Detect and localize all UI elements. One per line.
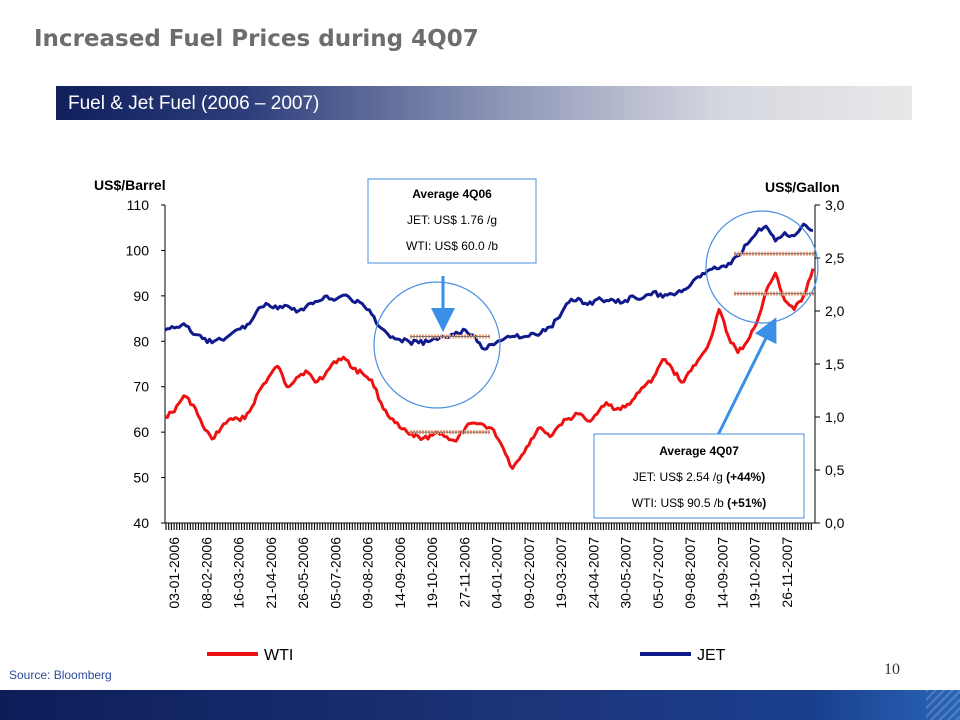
callout-box-4q07 — [593, 433, 805, 519]
x-tick-label: 09-02-2007 — [521, 537, 537, 609]
callout-4q07-line1: JET: US$ 2.54 /g (+44%) — [633, 470, 765, 484]
left-tick-label: 70 — [133, 379, 149, 395]
legend-label-jet: JET — [697, 647, 726, 664]
x-tick-label: 16-03-2006 — [231, 537, 247, 609]
callout-4q06-line2: WTI: US$ 60.0 /b — [406, 239, 498, 253]
chart-text: 40 50 60 70 80 90 100 110 0,0 0,5 1,0 1,5 2,0 2,5 3,0 U… — [94, 177, 845, 609]
callout-4q07-line2-change: (+51%) — [727, 496, 766, 510]
right-tick-label: 1,0 — [825, 409, 845, 425]
source-note: Source: Bloomberg — [9, 668, 112, 682]
x-tick-label: 05-07-2007 — [650, 537, 666, 609]
x-tick-label: 21-04-2006 — [263, 537, 279, 609]
slide-title: Increased Fuel Prices during 4Q07 — [34, 26, 479, 52]
callout-4q07-line2-text: WTI: US$ 90.5 /b — [632, 496, 727, 510]
series-lines — [164, 222, 815, 470]
callout-4q07-title: Average 4Q07 — [659, 444, 739, 458]
x-tick-label: 09-08-2007 — [682, 537, 698, 609]
section-banner: Fuel & Jet Fuel (2006 – 2007) — [56, 86, 912, 120]
callout-box-4q06 — [367, 178, 537, 264]
x-tick-label: 27-11-2006 — [456, 537, 472, 608]
x-tick-label: 26-11-2007 — [779, 537, 795, 608]
right-tick-label: 1,5 — [825, 356, 845, 372]
annotations: Average 4Q06 JET: US$ 1.76 /g WTI: US$ 60.… — [367, 178, 819, 519]
right-tick-label: 2,5 — [825, 250, 845, 266]
left-tick-label: 90 — [133, 288, 149, 304]
right-tick-label: 3,0 — [825, 197, 845, 213]
x-daily-ticks — [165, 523, 812, 530]
callout-4q07-line2: WTI: US$ 90.5 /b (+51%) — [632, 496, 766, 510]
x-tick-label: 19-10-2006 — [424, 537, 440, 609]
x-ticks — [165, 523, 812, 530]
highlight-circle-4q06 — [373, 281, 501, 409]
series-line-wti — [164, 268, 815, 470]
left-tick-label: 80 — [133, 333, 149, 349]
x-tick-label: 24-04-2007 — [585, 537, 601, 609]
left-tick-label: 110 — [127, 197, 150, 213]
banner-text: Fuel & Jet Fuel (2006 – 2007) — [68, 93, 320, 114]
left-axis-label: US$/Barrel — [94, 177, 166, 193]
arrow-4q07 — [716, 317, 777, 436]
left-tick-label: 100 — [126, 242, 150, 258]
x-tick-label: 19-10-2007 — [747, 537, 763, 609]
legend: WTI JET — [207, 647, 726, 664]
callout-4q07-line1-text: JET: US$ 2.54 /g — [633, 470, 726, 484]
legend-label-wti: WTI — [264, 647, 293, 664]
right-axis-label: US$/Gallon — [765, 179, 840, 195]
x-tick-label: 04-01-2007 — [489, 537, 505, 609]
left-tick-label: 50 — [133, 470, 149, 486]
footer-decoration — [926, 690, 960, 720]
left-tick-label: 60 — [133, 424, 149, 440]
average-markers — [410, 251, 815, 435]
fuel-price-chart: Average 4Q06 JET: US$ 1.76 /g WTI: US$ 60.… — [94, 177, 845, 664]
x-tick-label: 14-09-2007 — [715, 537, 731, 609]
page-number: 10 — [884, 661, 900, 678]
callout-4q06-line1: JET: US$ 1.76 /g — [407, 213, 497, 227]
series-line-jet — [164, 222, 814, 351]
right-tick-label: 2,0 — [825, 303, 845, 319]
x-tick-label: 30-05-2007 — [618, 537, 634, 609]
x-tick-label: 19-03-2007 — [553, 537, 569, 609]
x-tick-label: 08-02-2006 — [198, 537, 214, 609]
x-tick-label: 03-01-2006 — [166, 537, 182, 609]
footer-bar — [0, 690, 960, 720]
right-tick-label: 0,0 — [825, 515, 845, 531]
x-tick-label: 26-05-2006 — [295, 537, 311, 609]
x-tick-label: 05-07-2006 — [327, 537, 343, 609]
left-tick-label: 40 — [133, 515, 149, 531]
callout-4q06-title: Average 4Q06 — [412, 187, 492, 201]
callout-4q07-line1-change: (+44%) — [726, 470, 765, 484]
x-tick-label: 09-08-2006 — [360, 537, 376, 609]
x-tick-label: 14-09-2006 — [392, 537, 408, 609]
right-tick-label: 0,5 — [825, 462, 845, 478]
